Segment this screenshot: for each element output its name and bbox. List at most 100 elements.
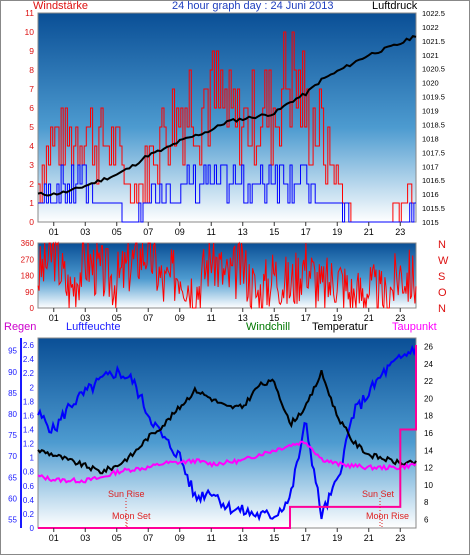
annotation-label: Moon Set — [112, 511, 151, 521]
weather-x-axis-tick-label: 21 — [364, 533, 374, 543]
temperature-axis-tick-label: 26 — [424, 343, 433, 352]
direction-x-axis-tick-label: 03 — [80, 313, 90, 323]
temperature-axis-tick-label: 6 — [424, 515, 429, 524]
weather-plot-area — [37, 337, 417, 529]
direction-axis-tick-label: 90 — [25, 288, 34, 297]
compass-label: N — [438, 239, 446, 251]
wind-x-axis-tick-label: 03 — [80, 227, 90, 237]
pressure-title: Luftdruck — [372, 0, 418, 12]
humidity-axis-tick-label: 60 — [8, 494, 17, 503]
compass-label: S — [438, 271, 445, 283]
pressure-axis-tick-label: 1021.5 — [422, 37, 445, 46]
wind-axis-tick-label: 10 — [25, 27, 35, 37]
rain-axis-tick-label: 0.6 — [23, 482, 35, 491]
pressure-axis-tick-label: 1017 — [422, 162, 439, 171]
temperature-axis-tick-label: 22 — [424, 377, 433, 386]
pressure-axis-tick-label: 1015 — [422, 218, 439, 227]
wind-axis-tick-label: 0 — [29, 217, 34, 227]
pressure-axis-tick-label: 1015.5 — [422, 204, 445, 213]
rain-axis-tick-label: 1.8 — [23, 397, 35, 406]
wind-x-axis-tick-label: 23 — [395, 227, 405, 237]
rain-axis-tick-label: 2 — [30, 383, 35, 392]
wind-x-axis-tick-label: 01 — [49, 227, 59, 237]
wind-x-axis-tick-label: 13 — [238, 227, 248, 237]
weather-x-axis-tick-label: 15 — [269, 533, 279, 543]
rain-axis-tick-label: 2.6 — [23, 341, 35, 350]
wind-axis-tick-label: 1 — [29, 198, 34, 208]
pressure-axis-tick-label: 1016.5 — [422, 176, 445, 185]
wind-axis-tick-label: 2 — [29, 179, 34, 189]
rain-series — [38, 345, 417, 529]
weather-x-axis-tick-label: 11 — [207, 533, 216, 543]
direction-x-axis-tick-label: 23 — [395, 313, 405, 323]
rain-axis-tick-label: 0.2 — [23, 510, 35, 519]
weather-x-axis-tick-label: 17 — [301, 533, 311, 543]
wind-x-axis-tick-label: 07 — [143, 227, 153, 237]
humidity-axis-tick-label: 75 — [8, 431, 17, 440]
pressure-axis-tick-label: 1022 — [422, 23, 439, 32]
humidity-series — [37, 344, 417, 522]
wind-axis-tick-label: 6 — [29, 103, 34, 113]
pressure-axis-tick-label: 1021 — [422, 51, 439, 60]
annotation-label: Moon Rise — [366, 511, 409, 521]
direction-x-axis-tick-label: 05 — [112, 313, 122, 323]
temperature-axis-tick-label: 18 — [424, 412, 433, 421]
annotation-label: Sun Rise — [108, 489, 145, 499]
humidity-axis-tick-label: 55 — [8, 516, 17, 525]
temperature-axis-tick-label: 14 — [424, 446, 433, 455]
temperature-axis-tick-label: 20 — [424, 394, 433, 403]
temperature-axis-tick-label: 24 — [424, 360, 433, 369]
direction-x-axis-tick-label: 19 — [332, 313, 342, 323]
wind-axis-tick-label: 4 — [29, 141, 34, 151]
legend-dewpoint: Taupunkt — [392, 321, 437, 333]
direction-x-axis-tick-label: 11 — [207, 313, 216, 323]
temperature-axis-tick-label: 12 — [424, 464, 433, 473]
wind-axis-tick-label: 5 — [29, 122, 34, 132]
rain-axis-tick-label: 0.4 — [23, 496, 35, 505]
temperature-series — [37, 369, 417, 475]
wind-axis-tick-label: 9 — [29, 46, 34, 56]
rain-axis-tick-label: 1.4 — [23, 425, 35, 434]
humidity-axis-tick-label: 65 — [8, 473, 17, 482]
temperature-axis-tick-label: 8 — [424, 498, 429, 507]
weather-x-axis-tick-label: 01 — [49, 533, 59, 543]
legend-humidity: Luftfeuchte — [66, 321, 121, 333]
legend-temperature: Temperatur — [312, 321, 368, 333]
pressure-axis-tick-label: 1018.5 — [422, 120, 445, 129]
rain-axis-tick-label: 1.6 — [23, 411, 35, 420]
direction-x-axis-tick-label: 09 — [175, 313, 185, 323]
weather-x-axis-tick-label: 13 — [238, 533, 248, 543]
pressure-axis-tick-label: 1017.5 — [422, 148, 445, 157]
legend-windchill: Windchill — [246, 321, 291, 333]
wind-x-axis-tick-label: 09 — [175, 227, 185, 237]
wind-x-axis-tick-label: 05 — [112, 227, 122, 237]
wind-average-series — [38, 164, 416, 223]
rain-axis-tick-label: 2.2 — [23, 369, 35, 378]
compass-label: O — [438, 287, 447, 299]
pressure-axis-tick-label: 1019.5 — [422, 93, 445, 102]
temperature-axis-tick-label: 16 — [424, 429, 433, 438]
rain-axis-tick-label: 2.4 — [23, 355, 35, 364]
direction-x-axis-tick-label: 07 — [143, 313, 153, 323]
wind-x-axis-tick-label: 21 — [364, 227, 374, 237]
compass-label: W — [438, 255, 449, 267]
rain-axis-tick-label: 1.2 — [23, 440, 35, 449]
weather-x-axis-tick-label: 03 — [80, 533, 90, 543]
wind-speed-title: Windstärke — [33, 0, 89, 12]
pressure-axis-tick-label: 1016 — [422, 190, 439, 199]
wind-gust-series — [38, 31, 416, 223]
direction-x-axis-tick-label: 15 — [269, 313, 279, 323]
direction-x-axis-tick-label: 01 — [49, 313, 59, 323]
wind-axis-tick-label: 11 — [25, 8, 34, 18]
weather-x-axis-tick-label: 05 — [112, 533, 122, 543]
direction-axis-tick-label: 0 — [30, 304, 35, 313]
pressure-series — [37, 34, 417, 197]
dewpoint-series — [37, 440, 417, 484]
weather-x-axis-tick-label: 19 — [332, 533, 342, 543]
direction-axis-tick-label: 360 — [21, 239, 35, 248]
rain-axis-tick-label: 0 — [30, 524, 35, 533]
legend-rain: Regen — [4, 321, 37, 333]
weather-x-axis-tick-label: 09 — [175, 533, 185, 543]
wind-direction-series — [37, 241, 417, 310]
